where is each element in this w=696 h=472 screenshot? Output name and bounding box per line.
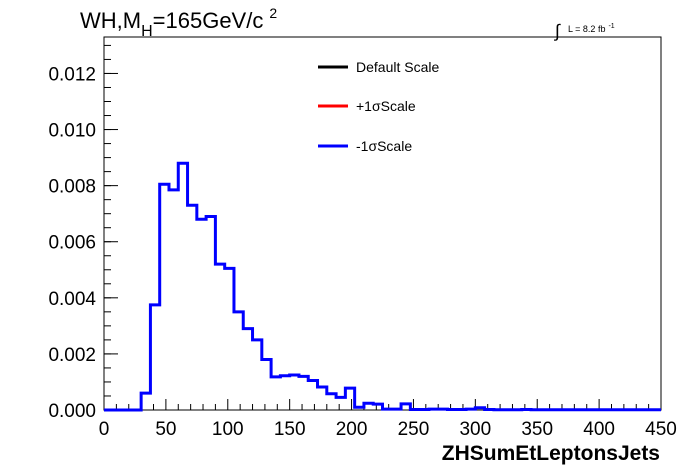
x-tick-label: 150 bbox=[274, 419, 306, 440]
x-tick-label: 0 bbox=[99, 419, 110, 440]
x-tick-label: 100 bbox=[212, 419, 244, 440]
chart-title: WH,MH=165GeV/c 2 bbox=[80, 5, 277, 40]
x-tick-label: 450 bbox=[645, 419, 677, 440]
lumi-label: L = 8.2 fb -1 bbox=[568, 23, 615, 34]
axis-ticks: 0 50 100 150 200 250 300 350 400 450 0.000 0.002 0.0… bbox=[48, 44, 677, 440]
x-tick-label: 300 bbox=[459, 419, 491, 440]
y-tick-label: 0.000 bbox=[48, 401, 96, 422]
x-tick-label: 250 bbox=[398, 419, 430, 440]
y-tick-label: 0.002 bbox=[48, 345, 96, 366]
x-tick-label: 200 bbox=[336, 419, 368, 440]
legend-label-default: Default Scale bbox=[356, 59, 439, 75]
y-tick-label: 0.012 bbox=[48, 64, 96, 85]
y-tick-label: 0.008 bbox=[48, 177, 96, 198]
x-tick-label: 50 bbox=[155, 419, 176, 440]
series-layer bbox=[104, 161, 661, 412]
series-line--1-scale bbox=[104, 161, 661, 412]
x-tick-label: 350 bbox=[521, 419, 553, 440]
plot-frame bbox=[103, 36, 662, 411]
legend: Default Scale +1σScale -1σScale bbox=[318, 59, 439, 154]
lumi-integral: ∫ bbox=[553, 21, 561, 41]
legend-label-plus1sigma: +1σScale bbox=[356, 98, 416, 114]
y-tick-label: 0.010 bbox=[48, 121, 96, 142]
y-tick-label: 0.006 bbox=[48, 233, 96, 254]
y-tick-label: 0.004 bbox=[48, 289, 96, 310]
x-tick-label: 400 bbox=[583, 419, 615, 440]
legend-label-minus1sigma: -1σScale bbox=[356, 138, 412, 154]
x-axis-label: ZHSumEtLeptonsJets bbox=[442, 442, 660, 465]
